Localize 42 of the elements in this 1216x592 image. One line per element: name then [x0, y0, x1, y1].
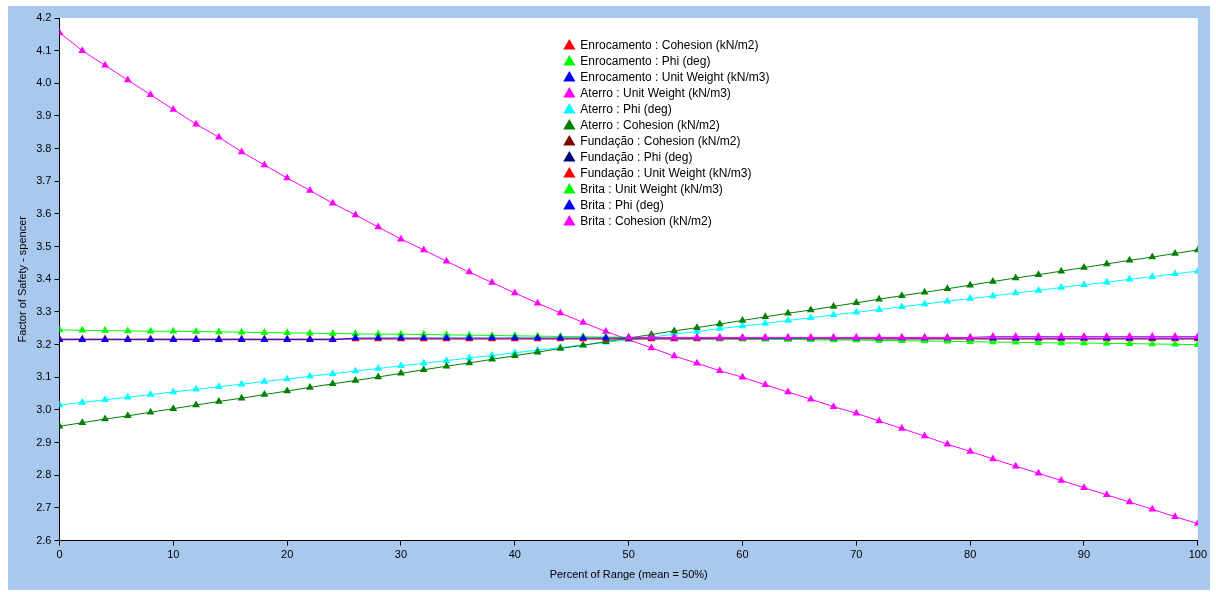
x-tick-label: 0 — [56, 548, 63, 561]
legend-label: Enrocamento : Phi (deg) — [580, 54, 711, 69]
x-axis-title: Percent of Range (mean = 50%) — [549, 568, 708, 581]
y-tick-label: 4.1 — [36, 43, 52, 56]
y-tick-label: 3.3 — [36, 304, 52, 317]
y-tick-label: 2.7 — [36, 500, 52, 513]
legend-label: Brita : Phi (deg) — [580, 198, 664, 213]
x-tick-label: 90 — [1077, 548, 1091, 561]
y-tick-label: 3.1 — [36, 370, 52, 383]
y-tick-label: 2.9 — [36, 435, 52, 448]
y-tick-label: 3.6 — [36, 207, 52, 220]
legend-label: Brita : Unit Weight (kN/m3) — [580, 182, 723, 197]
legend-label: Brita : Cohesion (kN/m2) — [580, 214, 712, 229]
y-tick-label: 4.0 — [36, 76, 52, 89]
y-tick-label: 3.2 — [36, 337, 52, 350]
x-tick-label: 60 — [736, 548, 749, 561]
legend-label: Aterro : Phi (deg) — [580, 102, 672, 117]
y-tick-label: 2.6 — [36, 533, 52, 546]
y-tick-label: 4.2 — [36, 11, 52, 24]
y-tick-label: 3.5 — [36, 239, 52, 252]
y-tick-label: 3.7 — [36, 174, 52, 187]
x-tick-label: 30 — [394, 548, 408, 561]
y-tick-label: 3.4 — [36, 272, 52, 285]
y-tick-label: 2.8 — [36, 468, 52, 481]
x-tick-label: 70 — [850, 548, 863, 561]
legend-label: Enrocamento : Cohesion (kN/m2) — [580, 38, 759, 53]
y-tick-label: 3.9 — [36, 109, 52, 122]
x-tick-label: 20 — [281, 548, 294, 561]
x-tick-label: 100 — [1188, 548, 1207, 561]
x-tick-label: 80 — [964, 548, 977, 561]
legend-label: Fundação : Phi (deg) — [580, 150, 693, 165]
legend-label: Fundação : Cohesion (kN/m2) — [580, 134, 741, 149]
x-tick-label: 40 — [508, 548, 521, 561]
legend-label: Aterro : Unit Weight (kN/m3) — [580, 86, 731, 101]
x-tick-label: 50 — [622, 548, 635, 561]
legend-label: Enrocamento : Unit Weight (kN/m3) — [580, 70, 770, 85]
x-tick-label: 10 — [167, 548, 180, 561]
y-axis-title: Factor of Safety - spencer — [15, 215, 28, 343]
y-tick-label: 3.0 — [36, 402, 52, 415]
legend-label: Aterro : Cohesion (kN/m2) — [580, 118, 720, 133]
y-tick-label: 3.8 — [36, 141, 52, 154]
legend-label: Fundação : Unit Weight (kN/m3) — [580, 166, 752, 181]
